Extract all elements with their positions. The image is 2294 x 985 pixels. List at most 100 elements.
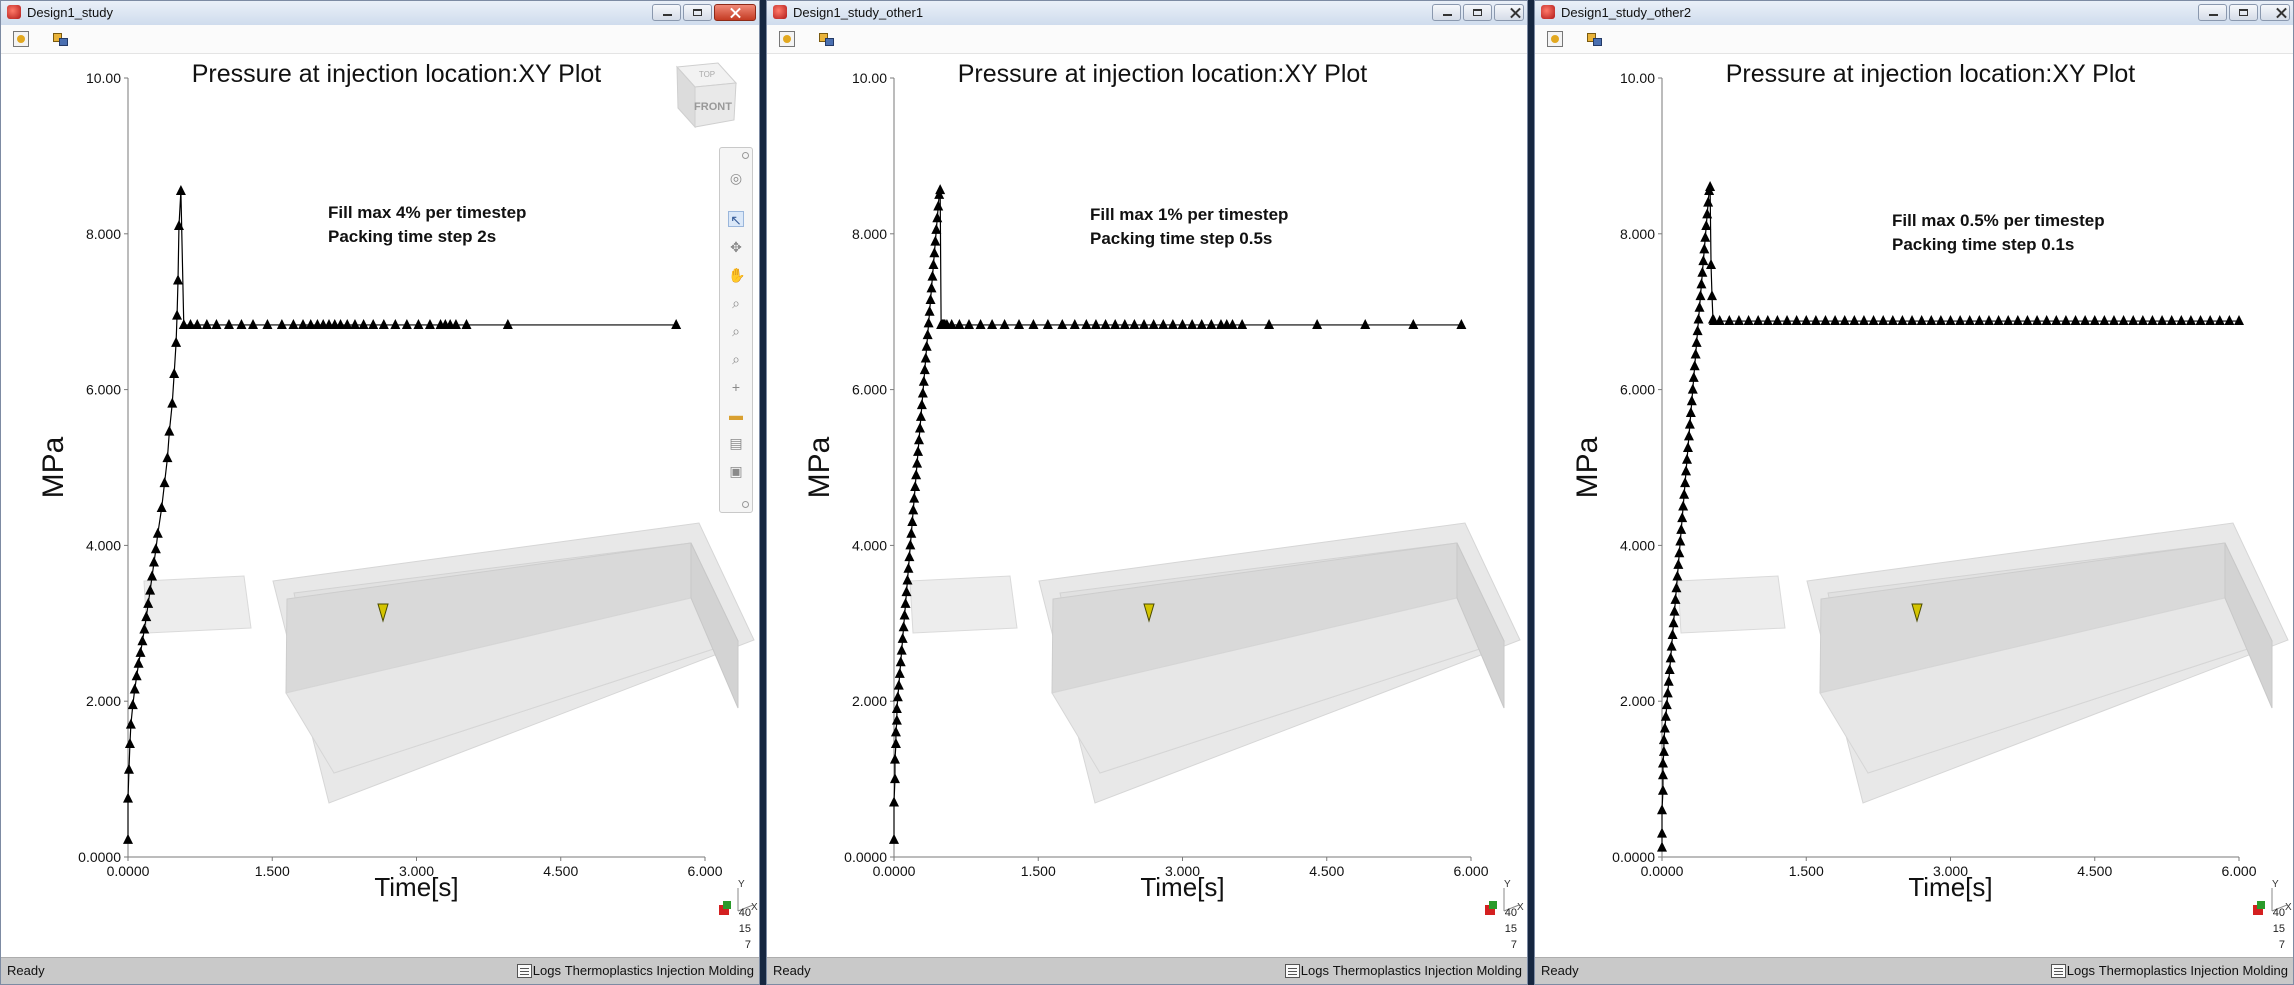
data-point	[156, 502, 167, 513]
triad-scale-label: 40	[1505, 907, 1517, 919]
data-point	[1674, 547, 1685, 558]
y-tick-label: 2.000	[852, 693, 887, 709]
y-tick-label: 0.0000	[78, 849, 121, 865]
data-point	[931, 223, 942, 234]
window-toolbar	[1535, 25, 2293, 54]
logs-button[interactable]: Logs	[532, 963, 561, 978]
rotate-icon[interactable]: ✥	[730, 239, 742, 255]
measure-icon[interactable]: ▬	[729, 407, 743, 423]
minimize-button[interactable]	[1432, 4, 1461, 21]
part-model	[1677, 522, 2289, 804]
zoom-fit-icon[interactable]: ⌕	[732, 351, 740, 367]
data-point	[349, 318, 360, 329]
close-button[interactable]	[2260, 4, 2290, 21]
series-line	[127, 190, 677, 840]
close-button[interactable]	[714, 4, 756, 21]
view-cube: TOP FRONT	[675, 62, 738, 129]
close-button[interactable]	[1494, 4, 1524, 21]
y-axis-label: MPa	[1571, 436, 1604, 498]
save-view-icon[interactable]: ▣	[729, 463, 743, 479]
y-tick-label: 6.000	[1620, 382, 1655, 398]
data-point	[1935, 315, 1946, 326]
minimize-button[interactable]	[2198, 4, 2227, 21]
title-bar[interactable]: Design1_study_other1	[767, 1, 1527, 26]
x-tick-label: 0.0000	[873, 863, 916, 879]
y-tick-label: 0.0000	[844, 849, 887, 865]
data-point	[1689, 360, 1700, 371]
data-point	[2060, 315, 2071, 326]
y-tick-label: 6.000	[852, 382, 887, 398]
properties-icon[interactable]	[13, 31, 29, 47]
layers-icon[interactable]	[1587, 31, 1603, 47]
data-point	[1677, 512, 1688, 523]
data-point	[890, 738, 901, 749]
orbit-icon[interactable]: ◎	[729, 170, 743, 186]
logs-button[interactable]: Logs	[1300, 963, 1329, 978]
data-point	[1887, 315, 1898, 326]
data-point	[298, 318, 309, 329]
data-point	[1868, 315, 1879, 326]
triad-scale-label: 7	[745, 939, 751, 951]
data-point	[908, 504, 919, 515]
part-face	[1677, 575, 1786, 634]
select-arrow-icon[interactable]: ↖	[728, 211, 744, 228]
zoom-box-icon[interactable]: ⌕	[732, 295, 740, 311]
y-tick-label: 4.000	[852, 537, 887, 553]
navigation-toolbar: ◎ ↖ ✥ ✋ ⌕ ⌕ ⌕ + ▬ ▤ ▣	[719, 147, 753, 513]
data-point	[898, 621, 909, 632]
maximize-button[interactable]	[2229, 4, 2258, 21]
data-point	[1158, 318, 1169, 329]
maximize-button[interactable]	[683, 4, 712, 21]
layers-icon[interactable]	[819, 31, 835, 47]
study-window-1: Design1_study 0.0000 2.000 4.000 6.000 8.000…	[0, 0, 760, 985]
zoom-icon[interactable]: ⌕	[732, 323, 740, 339]
logs-button[interactable]: Logs	[2066, 963, 2095, 978]
maximize-button[interactable]	[1463, 4, 1492, 21]
y-tick-label: 10.00	[1620, 70, 1655, 86]
data-point	[1657, 827, 1667, 838]
part-face	[690, 542, 739, 709]
print-icon[interactable]: ▤	[729, 435, 743, 451]
x-tick-label: 0.0000	[107, 863, 150, 879]
data-point	[1700, 231, 1711, 242]
title-bar[interactable]: Design1_study	[1, 1, 759, 26]
annotation-line: Packing time step 0.1s	[1892, 235, 2074, 254]
logs-icon[interactable]	[1285, 964, 1300, 978]
pan-hand-icon[interactable]: ✋	[728, 267, 746, 283]
data-point	[145, 584, 156, 595]
data-point	[917, 387, 928, 398]
data-point	[2003, 315, 2014, 326]
data-point	[2185, 315, 2196, 326]
data-point	[133, 657, 144, 668]
data-point	[1664, 664, 1675, 675]
data-point	[358, 318, 369, 329]
view-cube-top-label: TOP	[699, 70, 715, 79]
logs-icon[interactable]	[517, 964, 532, 978]
data-point	[928, 258, 939, 269]
view-cube-front-label: FRONT	[694, 101, 732, 113]
data-point	[1682, 453, 1693, 464]
layers-icon[interactable]	[53, 31, 69, 47]
data-point	[147, 570, 158, 581]
data-point	[335, 318, 346, 329]
properties-icon[interactable]	[1547, 31, 1563, 47]
triad-scale-label: 15	[1505, 923, 1517, 935]
properties-icon[interactable]	[779, 31, 795, 47]
crosshair-icon[interactable]: +	[731, 379, 741, 395]
data-point	[211, 318, 222, 329]
module-name: Thermoplastics Injection Molding	[2098, 963, 2288, 978]
data-point	[129, 683, 140, 694]
data-point	[413, 318, 424, 329]
data-point	[1665, 652, 1676, 663]
data-point	[1706, 258, 1717, 269]
triad-scale-label: 15	[739, 923, 751, 935]
minimize-button[interactable]	[652, 4, 681, 21]
study-window-3: Design1_study_other2 0.0000 2.000 4.000 6.0…	[1534, 0, 2294, 985]
data-point	[2157, 315, 2168, 326]
data-point	[924, 305, 935, 316]
logs-icon[interactable]	[2051, 964, 2066, 978]
window-title: Design1_study	[27, 5, 113, 20]
title-bar[interactable]: Design1_study_other2	[1535, 1, 2293, 26]
data-point	[276, 318, 287, 329]
module-name: Thermoplastics Injection Molding	[564, 963, 754, 978]
